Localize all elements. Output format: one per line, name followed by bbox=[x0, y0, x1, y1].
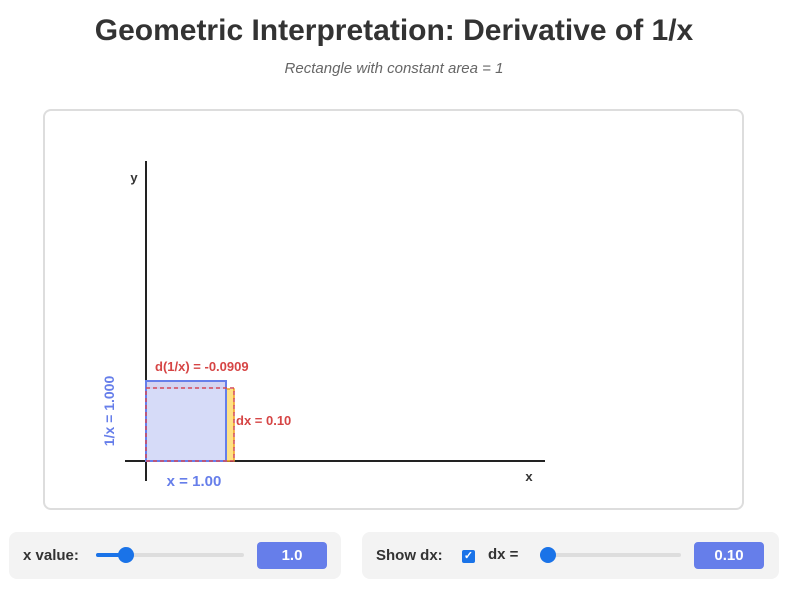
page-title: Geometric Interpretation: Derivative of … bbox=[94, 14, 694, 47]
graph-canvas: y x d(1/x) = -0.0909 dx = 0.10 x = 1.00 … bbox=[43, 109, 744, 510]
check-icon: ✓ bbox=[463, 550, 474, 562]
y-axis-label: y bbox=[130, 170, 138, 185]
page-subtitle: Rectangle with constant area = 1 bbox=[284, 60, 504, 77]
x-axis-label: x bbox=[525, 469, 533, 484]
x-value-label-text: x value: bbox=[23, 547, 79, 564]
dx-slider-track bbox=[540, 553, 681, 557]
new-rectangle-outline bbox=[145, 387, 235, 462]
d-inverse-label: d(1/x) = -0.0909 bbox=[155, 359, 249, 374]
dx-strip bbox=[225, 388, 235, 462]
x-slider-thumb[interactable] bbox=[118, 547, 135, 563]
show-dx-label: Show dx: bbox=[376, 547, 443, 564]
x-value-slider[interactable] bbox=[96, 547, 244, 563]
x-slider-fill bbox=[96, 553, 127, 557]
dx-slider-thumb[interactable] bbox=[540, 547, 556, 563]
x-value-control: x value: 1.0 bbox=[9, 532, 341, 579]
x-value-display: 1.0 bbox=[257, 542, 327, 569]
show-dx-checkbox[interactable]: ✓ bbox=[462, 550, 475, 563]
dx-label: dx = 0.10 bbox=[236, 413, 291, 428]
dx-slider[interactable] bbox=[540, 547, 681, 563]
dx-control: Show dx: ✓ dx = 0.10 bbox=[362, 532, 779, 579]
x-slider-track bbox=[96, 553, 244, 557]
x-value-label: x = 1.00 bbox=[167, 473, 222, 490]
inverse-value-label: 1/x = 1.000 bbox=[101, 376, 117, 447]
area-rectangle bbox=[145, 380, 227, 462]
dx-slider-label: dx = bbox=[488, 546, 519, 563]
graph-svg: y x d(1/x) = -0.0909 dx = 0.10 x = 1.00 … bbox=[101, 161, 545, 490]
dx-value-display: 0.10 bbox=[694, 542, 764, 569]
